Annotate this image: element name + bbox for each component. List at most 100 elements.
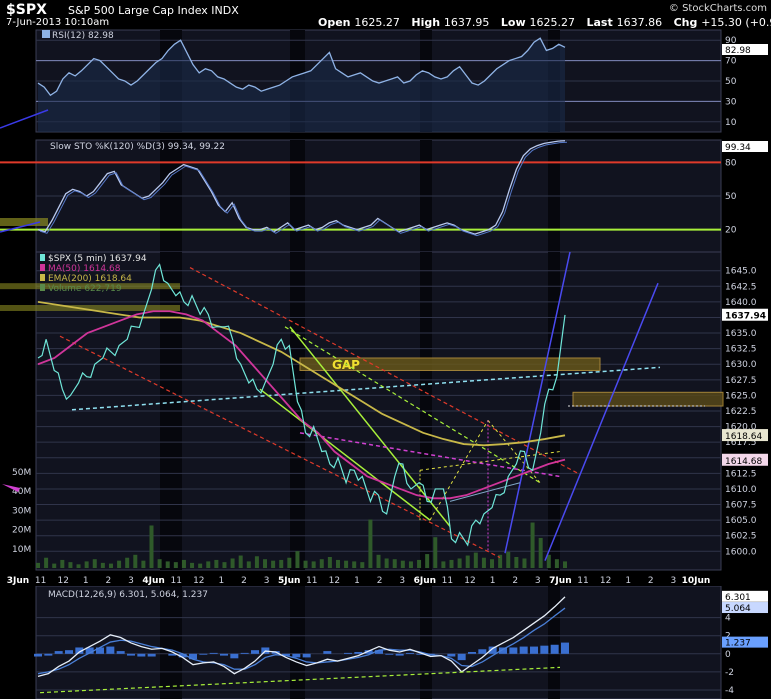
volume-bar: [108, 563, 113, 568]
macd-histogram-bar: [75, 647, 84, 654]
volume-bar: [376, 554, 381, 568]
macd-histogram-bar: [323, 651, 332, 654]
price-tick-label: 1620.0: [725, 423, 757, 433]
volume-bar: [100, 562, 105, 568]
macd-histogram-bar: [178, 653, 187, 658]
chart-date: 7-Jun-2013 10:10am: [6, 17, 110, 28]
macd-histogram-bar: [209, 652, 218, 654]
volume-bar: [149, 525, 154, 568]
channel-bottom-line: [59, 335, 501, 559]
macd-histogram-bar: [54, 651, 63, 654]
sto-tick-label: 50: [725, 192, 737, 202]
xaxis-label: 3: [671, 576, 677, 586]
legend-swatch: [40, 254, 45, 261]
high-value: 1637.95: [443, 16, 490, 29]
green-trendline: [289, 326, 451, 527]
price-tick-label: 1617.5: [725, 438, 757, 448]
volume-bar: [392, 559, 397, 568]
volume-bar: [222, 562, 227, 568]
rsi-tick-label: 30: [725, 97, 737, 107]
volume-bar: [36, 562, 40, 568]
macd-histogram-bar: [96, 647, 104, 654]
volume-bar: [441, 561, 446, 568]
price-badge: 1637.94: [725, 312, 766, 322]
price-legend: EMA(200) 1618.64: [48, 274, 132, 284]
xaxis-label: 2: [512, 576, 518, 586]
macd-histogram-bar: [364, 650, 373, 654]
resistance-zone: [0, 283, 180, 290]
xaxis-label: 11: [170, 576, 181, 586]
macd-line: [37, 596, 566, 678]
volume-bar: [230, 558, 235, 568]
xaxis-label: 7Jun: [549, 576, 571, 586]
volume-bar: [214, 559, 219, 568]
macd-histogram-bar: [292, 653, 301, 658]
xaxis-label: 1: [83, 576, 89, 586]
volume-bar: [538, 537, 543, 568]
volume-bar: [52, 563, 57, 568]
macd-histogram-bar: [385, 653, 394, 655]
rsi-badge: 82.98: [725, 46, 751, 56]
macd-tick-label: -2: [725, 668, 734, 678]
xaxis-label: 11: [577, 576, 588, 586]
volume-tick-label: 30M: [12, 506, 31, 516]
volume-bar: [481, 557, 486, 568]
green-dashed-line: [284, 326, 541, 484]
trendline: [0, 221, 41, 233]
xaxis-label: 12: [464, 576, 475, 586]
blue-channel-line: [504, 251, 571, 554]
volume-bar: [473, 552, 478, 568]
magenta-dashed-line: [299, 432, 561, 478]
xaxis-label: 3: [399, 576, 405, 586]
macd-badge-bg: [722, 590, 768, 602]
macd-histogram-bar: [230, 653, 239, 659]
macd-histogram-bar: [416, 653, 425, 655]
ma-badge: 1618.64: [725, 432, 762, 442]
volume-bar: [530, 522, 535, 568]
volume-bar: [165, 561, 170, 568]
volume-bar: [457, 558, 462, 568]
price-tick-label: 1642.5: [725, 282, 757, 292]
macd-histogram-bar: [488, 646, 497, 654]
arrow-marker: [2, 484, 20, 492]
xaxis-label: 1: [490, 576, 496, 586]
symbol: $SPX: [6, 2, 47, 18]
macd-histogram-bar: [137, 653, 146, 657]
volume-bar: [76, 564, 81, 568]
volume-bar: [425, 554, 430, 568]
support-dashed-line: [71, 366, 661, 411]
xaxis-label: 2: [648, 576, 654, 586]
price-tick-label: 1600.0: [725, 547, 757, 557]
last-value: 1637.86: [616, 16, 663, 29]
volume-bar: [522, 558, 527, 568]
sto-legend: Slow STO %K(120) %D(3) 99.34, 99.22: [50, 142, 225, 152]
grey-trendline: [449, 482, 521, 502]
xaxis-label: 12: [600, 576, 611, 586]
xaxis-label: 5Jun: [278, 576, 300, 586]
xaxis-label: 1: [625, 576, 631, 586]
ma-badge-bg: [722, 429, 768, 442]
macd-histogram-bar: [44, 653, 53, 656]
volume-tick-label: 50M: [12, 468, 31, 478]
legend-swatch: [40, 264, 45, 271]
xaxis-label: 6Jun: [414, 576, 436, 586]
rsi-tick-label: 10: [725, 118, 737, 128]
rsi-badge-bg: [722, 44, 768, 55]
volume-bar: [327, 557, 332, 568]
rsi-tick-label: 50: [725, 77, 737, 87]
macd-histogram-bar: [509, 647, 518, 654]
rsi-line: [37, 37, 566, 97]
macd-histogram-bar: [478, 649, 487, 654]
xaxis-label: 1: [219, 576, 225, 586]
volume-bar: [60, 559, 65, 568]
volume-bar: [490, 559, 495, 568]
macd-histogram-bar: [550, 644, 559, 654]
macd-histogram-bar: [34, 653, 42, 657]
quote-line: Open 1625.27 High 1637.95 Low 1625.27 La…: [318, 16, 771, 29]
macd-histogram-bar: [85, 647, 94, 654]
xaxis-label: 11: [35, 576, 46, 586]
volume-bar: [368, 519, 373, 568]
macd-trendline: [39, 666, 561, 694]
volume-bar: [360, 562, 365, 568]
